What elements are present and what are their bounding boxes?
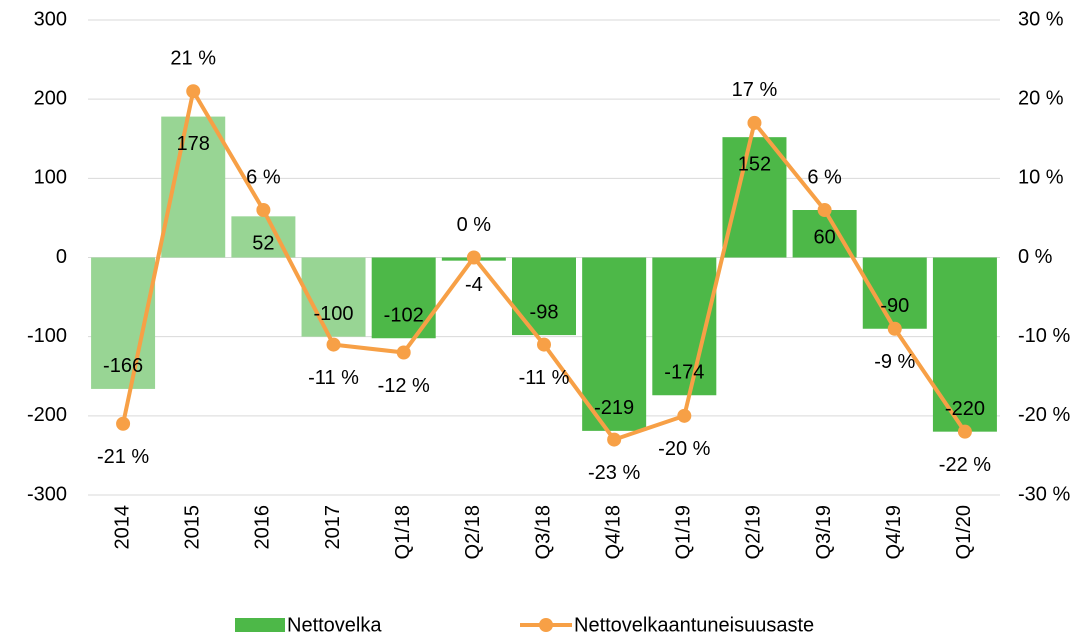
bar-value-label: 60 xyxy=(813,226,835,248)
bar xyxy=(582,257,647,431)
y-tick-label: 300 xyxy=(34,8,67,30)
x-tick-label: Q1/20 xyxy=(953,505,975,559)
x-tick-label: Q1/18 xyxy=(392,505,414,559)
y-tick-label: 100 xyxy=(34,167,67,189)
bar-value-label: -90 xyxy=(880,295,909,317)
line-value-label: -11 % xyxy=(519,367,570,389)
line-value-label: -22 % xyxy=(939,454,991,476)
line-value-label: 21 % xyxy=(170,48,216,70)
line-point xyxy=(677,408,692,423)
line-point xyxy=(607,432,622,447)
y2-tick-label: -10 % xyxy=(1018,325,1070,347)
line-point xyxy=(537,337,551,352)
line-point xyxy=(256,203,271,217)
y-tick-label: -100 xyxy=(27,325,67,347)
x-tick-label: Q4/19 xyxy=(883,505,905,559)
x-tick-label: 2016 xyxy=(252,505,274,550)
y-tick-label: 200 xyxy=(34,87,67,109)
bar-value-label: -102 xyxy=(384,305,424,327)
line-value-label: 6 % xyxy=(246,166,281,188)
line-value-label: -11 % xyxy=(308,367,359,389)
y2-tick-label: 20 % xyxy=(1018,87,1064,109)
line-point xyxy=(817,203,832,217)
bar-value-label: -166 xyxy=(103,355,143,377)
line-value-label: 17 % xyxy=(732,79,778,101)
y2-tick-label: -20 % xyxy=(1018,404,1070,426)
y-tick-label: 0 xyxy=(56,246,67,268)
x-tick-label: Q2/18 xyxy=(462,505,484,559)
legend-swatch xyxy=(539,618,553,632)
line-point xyxy=(396,345,411,360)
bar-value-label: -4 xyxy=(465,274,483,296)
bar-value-label: -100 xyxy=(314,303,354,325)
y2-tick-label: 0 % xyxy=(1018,246,1053,268)
y2-tick-label: -30 % xyxy=(1018,483,1070,505)
x-tick-label: Q2/19 xyxy=(743,505,765,559)
line-value-label: -12 % xyxy=(378,375,430,397)
line-point xyxy=(957,424,972,439)
bar xyxy=(301,257,366,337)
x-tick-label: Q1/19 xyxy=(673,505,695,559)
line-point xyxy=(466,250,481,265)
line-value-label: -20 % xyxy=(658,438,710,460)
y2-tick-label: 10 % xyxy=(1018,167,1064,189)
bar-value-label: -174 xyxy=(664,362,704,384)
line-point xyxy=(186,84,201,99)
line-value-label: 6 % xyxy=(807,166,842,188)
bar-value-label: 178 xyxy=(177,133,210,155)
line-value-label: -21 % xyxy=(97,446,149,468)
line-point xyxy=(747,115,762,130)
line-point xyxy=(326,337,341,352)
y-tick-label: -200 xyxy=(27,404,67,426)
legend-label: Nettovelkaantuneisuusaste xyxy=(574,614,814,636)
x-tick-label: 2017 xyxy=(322,505,344,550)
line-value-label: -23 % xyxy=(588,462,640,484)
bar-value-label: -220 xyxy=(945,398,985,420)
x-tick-label: 2015 xyxy=(182,505,204,550)
y2-tick-label: 30 % xyxy=(1018,8,1064,30)
x-tick-label: Q4/18 xyxy=(602,505,624,559)
legend-label: Nettovelka xyxy=(287,614,382,636)
bar-value-label: 52 xyxy=(252,233,274,255)
bar-value-label: -98 xyxy=(530,301,559,323)
line-value-label: -9 % xyxy=(874,351,915,373)
line-point xyxy=(887,321,902,336)
x-tick-label: 2014 xyxy=(111,505,133,550)
line-point xyxy=(116,416,131,431)
bar xyxy=(512,257,576,336)
bar-value-label: -219 xyxy=(594,397,634,419)
bar-value-label: 152 xyxy=(738,153,771,175)
line-value-label: 0 % xyxy=(457,214,492,236)
x-tick-label: Q3/19 xyxy=(813,505,835,559)
y-tick-label: -300 xyxy=(27,483,67,505)
bar xyxy=(722,137,787,258)
legend-swatch xyxy=(235,618,285,632)
x-tick-label: Q3/18 xyxy=(532,505,554,559)
